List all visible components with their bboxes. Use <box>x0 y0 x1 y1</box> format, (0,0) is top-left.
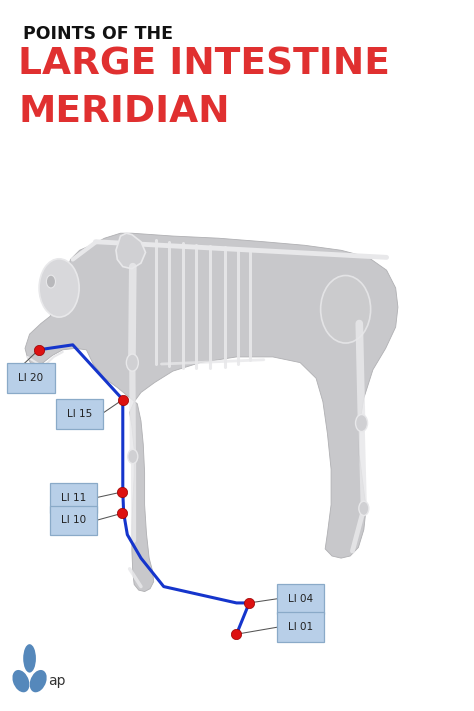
Point <box>246 597 253 609</box>
Ellipse shape <box>30 670 47 693</box>
Ellipse shape <box>127 354 138 371</box>
Text: LARGE INTESTINE: LARGE INTESTINE <box>18 46 390 82</box>
FancyBboxPatch shape <box>276 584 324 614</box>
Ellipse shape <box>46 275 55 288</box>
Polygon shape <box>25 233 398 592</box>
Point <box>35 344 43 356</box>
Ellipse shape <box>39 259 79 317</box>
Text: POINTS OF THE: POINTS OF THE <box>23 25 173 43</box>
FancyBboxPatch shape <box>7 363 55 393</box>
Polygon shape <box>116 233 146 269</box>
Text: LI 15: LI 15 <box>67 409 92 419</box>
Point <box>118 486 126 498</box>
Text: MERIDIAN: MERIDIAN <box>18 94 230 130</box>
Ellipse shape <box>12 670 29 693</box>
Ellipse shape <box>359 501 369 515</box>
Point <box>233 629 240 640</box>
FancyBboxPatch shape <box>276 612 324 642</box>
Point <box>118 508 126 519</box>
FancyBboxPatch shape <box>50 483 97 513</box>
FancyBboxPatch shape <box>56 399 103 429</box>
Ellipse shape <box>128 449 138 464</box>
Text: ap: ap <box>48 674 65 688</box>
Ellipse shape <box>320 276 371 343</box>
Text: LI 10: LI 10 <box>61 515 86 525</box>
Point <box>119 394 127 405</box>
Ellipse shape <box>23 644 36 673</box>
Ellipse shape <box>356 415 367 432</box>
Text: LI 11: LI 11 <box>61 493 86 503</box>
Text: LI 20: LI 20 <box>18 373 44 383</box>
Text: LI 01: LI 01 <box>288 622 313 632</box>
Text: LI 04: LI 04 <box>288 594 313 604</box>
FancyBboxPatch shape <box>50 506 97 535</box>
